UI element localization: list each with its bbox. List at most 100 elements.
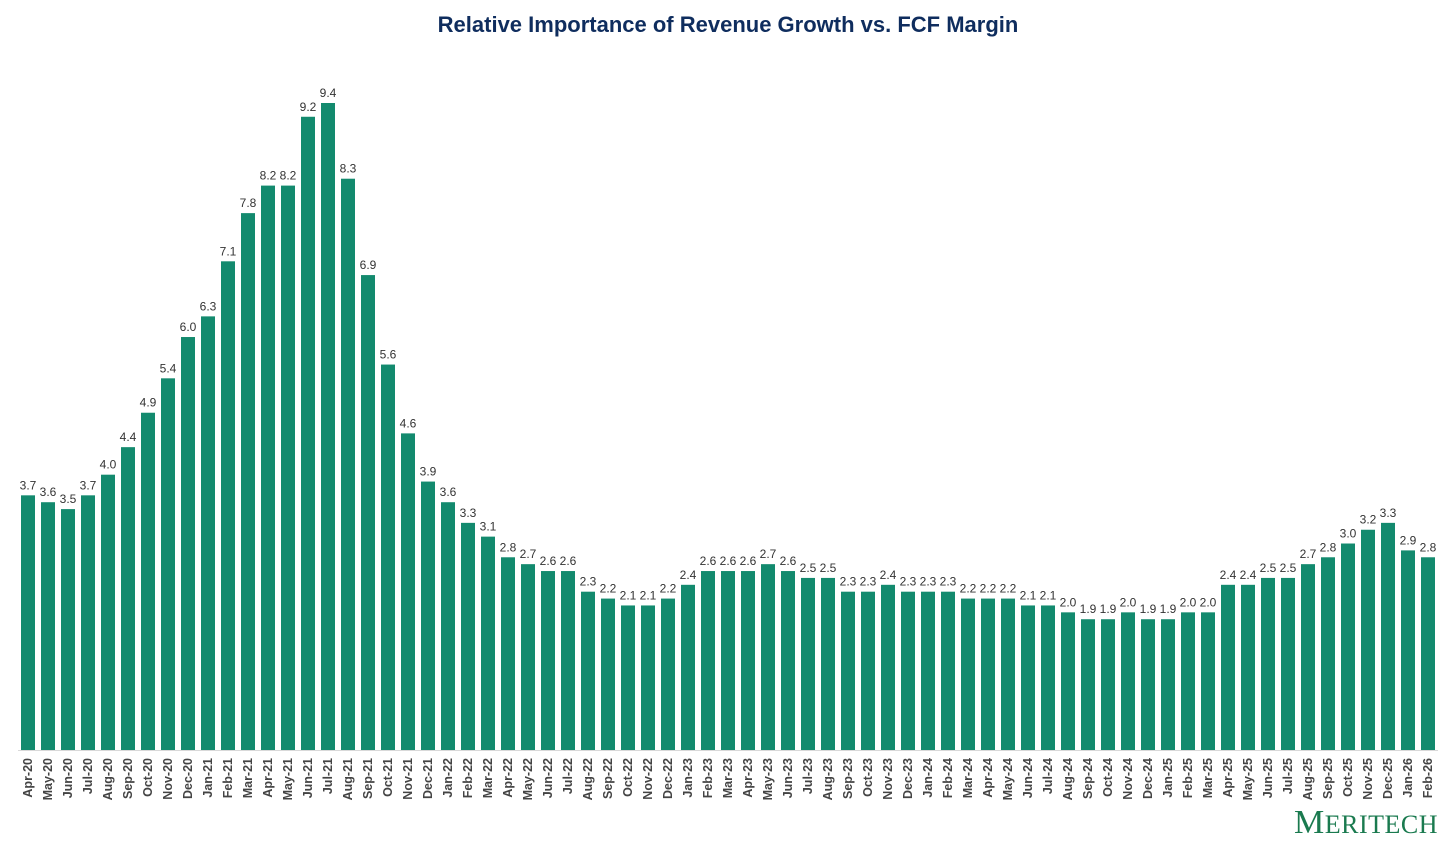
x-tick-label: Apr-23 <box>741 758 755 798</box>
bar-May-25 <box>1241 584 1255 750</box>
x-tick-label: Jan-26 <box>1401 758 1415 798</box>
data-label: 3.7 <box>80 478 97 492</box>
x-tick-label: Nov-22 <box>641 758 655 800</box>
bar-Dec-22 <box>661 598 675 750</box>
bar-Feb-25 <box>1181 612 1195 750</box>
x-tick-label: May-24 <box>1001 758 1015 800</box>
data-label: 2.5 <box>800 561 817 575</box>
bar-Aug-21 <box>341 178 355 750</box>
data-label: 7.1 <box>220 244 237 258</box>
bar-Jan-21 <box>201 316 215 750</box>
data-label: 2.2 <box>1000 582 1017 596</box>
bar-Oct-24 <box>1101 619 1115 750</box>
bar-Feb-21 <box>221 261 235 750</box>
data-label: 2.7 <box>520 547 537 561</box>
x-tick-label: May-20 <box>41 758 55 800</box>
x-tick-label: Dec-23 <box>901 758 915 799</box>
x-tick-label: May-21 <box>281 758 295 800</box>
data-label: 3.0 <box>1340 527 1357 541</box>
logo-rest: ERITECH <box>1324 810 1438 839</box>
bar-Nov-25 <box>1361 529 1375 750</box>
bar-Jul-22 <box>561 571 575 750</box>
x-tick-label: Mar-21 <box>241 758 255 798</box>
x-tick-label: Sep-20 <box>121 758 135 799</box>
x-tick-label: Feb-23 <box>701 758 715 798</box>
bar-Feb-23 <box>701 571 715 750</box>
bar-Aug-25 <box>1301 564 1315 750</box>
bar-Apr-24 <box>981 598 995 750</box>
data-label: 7.8 <box>240 196 257 210</box>
bar-Jan-23 <box>681 584 695 750</box>
x-tick-label: May-22 <box>521 758 535 800</box>
x-tick-label: Jan-25 <box>1161 758 1175 798</box>
bar-Jun-21 <box>301 116 315 750</box>
x-tick-label: Aug-25 <box>1301 758 1315 800</box>
data-label: 2.6 <box>560 554 577 568</box>
data-label: 2.1 <box>1040 588 1057 602</box>
bar-May-23 <box>761 564 775 750</box>
x-tick-label: Jul-22 <box>561 758 575 794</box>
bar-Dec-23 <box>901 591 915 750</box>
bar-Oct-21 <box>381 364 395 750</box>
x-tick-label: Nov-23 <box>881 758 895 800</box>
data-label: 1.9 <box>1140 602 1157 616</box>
data-label: 2.9 <box>1400 533 1417 547</box>
x-tick-label: Jan-24 <box>921 758 935 798</box>
x-tick-label: Jul-25 <box>1281 758 1295 794</box>
bar-Sep-20 <box>121 447 135 750</box>
x-tick-label: Mar-24 <box>961 758 975 798</box>
data-label: 2.7 <box>760 547 777 561</box>
bar-May-20 <box>41 502 55 750</box>
bar-Jan-26 <box>1401 550 1415 750</box>
x-tick-label: Jul-20 <box>81 758 95 794</box>
x-tick-label: Oct-22 <box>621 758 635 797</box>
x-tick-label: Sep-22 <box>601 758 615 799</box>
data-label: 2.4 <box>680 568 697 582</box>
bar-Aug-23 <box>821 577 835 750</box>
data-label: 2.0 <box>1060 595 1077 609</box>
bar-Dec-25 <box>1381 522 1395 750</box>
bar-Oct-20 <box>141 412 155 750</box>
data-label: 4.0 <box>100 458 117 472</box>
data-label: 8.3 <box>340 162 357 176</box>
x-tick-label: Mar-23 <box>721 758 735 798</box>
data-label: 9.4 <box>320 86 337 100</box>
x-tick-label: Jun-23 <box>781 758 795 798</box>
x-tick-label: Jun-20 <box>61 758 75 798</box>
data-label: 2.4 <box>880 568 897 582</box>
data-label: 9.2 <box>300 100 317 114</box>
bar-Sep-23 <box>841 591 855 750</box>
data-label: 5.6 <box>380 348 397 362</box>
x-tick-label: Jun-24 <box>1021 758 1035 798</box>
data-label: 2.3 <box>840 575 857 589</box>
x-tick-label: Aug-21 <box>341 758 355 800</box>
x-tick-label: Jul-24 <box>1041 758 1055 794</box>
bar-Mar-25 <box>1201 612 1215 750</box>
bar-Jul-24 <box>1041 605 1055 750</box>
data-label: 3.1 <box>480 520 497 534</box>
data-label: 2.6 <box>780 554 797 568</box>
x-tick-label: Apr-22 <box>501 758 515 798</box>
x-tick-label: Aug-22 <box>581 758 595 800</box>
data-label: 1.9 <box>1100 602 1117 616</box>
data-label: 2.8 <box>500 540 517 554</box>
bar-Jul-20 <box>81 495 95 750</box>
data-label: 2.2 <box>980 582 997 596</box>
bar-May-21 <box>281 185 295 750</box>
meritech-logo: MERITECH <box>1294 804 1438 842</box>
x-tick-label: Mar-25 <box>1201 758 1215 798</box>
x-tick-label: Aug-24 <box>1061 758 1075 800</box>
data-label: 1.9 <box>1080 602 1097 616</box>
bar-Oct-22 <box>621 605 635 750</box>
bar-Mar-22 <box>481 536 495 750</box>
bar-Jan-22 <box>441 502 455 750</box>
data-label: 2.1 <box>620 588 637 602</box>
data-label: 8.2 <box>260 169 277 183</box>
bar-May-22 <box>521 564 535 750</box>
data-label: 4.9 <box>140 396 157 410</box>
x-tick-label: Feb-24 <box>941 758 955 798</box>
bar-Jul-21 <box>321 103 335 750</box>
x-tick-label: Jun-25 <box>1261 758 1275 798</box>
bar-Feb-26 <box>1421 557 1435 750</box>
data-label: 2.8 <box>1420 540 1437 554</box>
